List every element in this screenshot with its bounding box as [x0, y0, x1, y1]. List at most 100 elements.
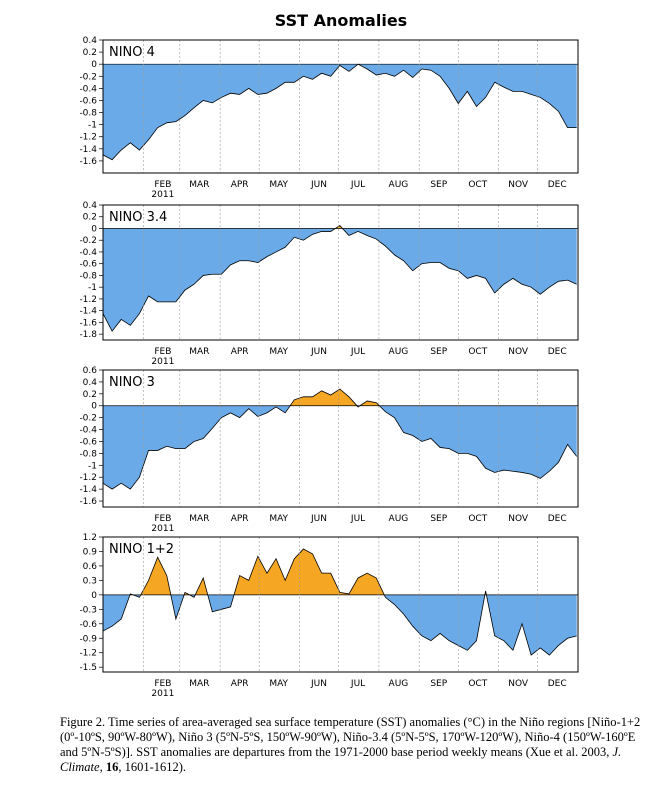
negative-anomaly-area — [103, 64, 577, 160]
month-tick-label: APR — [231, 514, 249, 524]
anomaly-series-line — [103, 63, 577, 161]
month-tick-label: MAR — [189, 679, 209, 689]
y-tick-label: 1.2 — [83, 533, 97, 543]
month-tick-label: JUL — [350, 514, 365, 524]
y-tick-label: -0.8 — [79, 449, 97, 459]
month-tick-label: APR — [231, 180, 249, 190]
year-tick-label: 2011 — [151, 190, 174, 200]
y-tick-label: 0.9 — [83, 547, 98, 557]
y-tick-label: -1 — [88, 283, 97, 293]
month-tick-label: NOV — [508, 180, 529, 190]
y-tick-label: -0.6 — [79, 96, 97, 106]
anomaly-series-line — [103, 548, 577, 656]
month-tick-label: JUN — [310, 514, 327, 524]
month-tick-label: APR — [231, 679, 249, 689]
y-tick-label: -0.9 — [79, 634, 97, 644]
month-tick-label: AUG — [389, 347, 409, 357]
month-tick-label: DEC — [548, 180, 567, 190]
month-tick-label: OCT — [468, 180, 487, 190]
y-tick-label: -0.8 — [79, 109, 97, 119]
month-tick-label: SEP — [430, 679, 447, 689]
y-tick-label: 0 — [91, 224, 97, 234]
anomaly-series-line — [103, 388, 578, 490]
y-tick-label: -1.8 — [79, 330, 97, 340]
month-tick-label: SEP — [430, 347, 447, 357]
month-tick-label: NOV — [508, 679, 529, 689]
negative-anomaly-area — [103, 594, 577, 656]
y-tick-label: 0.2 — [83, 48, 97, 58]
month-tick-label: NOV — [508, 347, 529, 357]
month-tick-label: OCT — [468, 514, 487, 524]
y-tick-label: -0.6 — [79, 260, 97, 270]
y-tick-label: -0.2 — [79, 414, 97, 424]
y-tick-label: -0.8 — [79, 271, 97, 281]
region-label: NINO 4 — [109, 45, 155, 60]
y-tick-label: -1 — [88, 121, 97, 131]
caption-journal: J. Climate — [60, 745, 622, 774]
y-tick-label: -1 — [88, 461, 97, 471]
plot-frame — [102, 369, 579, 508]
y-tick-label: -1.6 — [79, 318, 97, 328]
y-tick-label: -1.4 — [79, 485, 97, 495]
y-tick-label: 0.6 — [83, 562, 98, 572]
year-tick-label: 2011 — [151, 357, 174, 367]
year-tick-label: 2011 — [151, 524, 174, 534]
y-tick-label: 0.4 — [83, 378, 98, 388]
y-tick-label: -1.2 — [79, 473, 97, 483]
y-tick-label: -0.6 — [79, 620, 97, 630]
y-tick-label: 0.6 — [83, 366, 98, 376]
y-tick-label: -1.4 — [79, 145, 97, 155]
y-tick-label: 0 — [91, 402, 97, 412]
month-tick-label: NOV — [508, 514, 529, 524]
month-tick-label: SEP — [430, 180, 447, 190]
month-tick-label: MAR — [189, 180, 209, 190]
month-tick-label: MAY — [269, 514, 288, 524]
y-tick-label: -0.2 — [79, 72, 97, 82]
month-tick-label: SEP — [430, 514, 447, 524]
y-tick-label: 0.2 — [83, 213, 97, 223]
anomaly-series-line — [103, 225, 577, 332]
month-tick-label: JUL — [350, 347, 365, 357]
caption-pages: , 1601-1612). — [118, 760, 187, 774]
y-tick-label: -0.4 — [79, 84, 97, 94]
caption-text: Figure 2. Time series of area-averaged s… — [60, 715, 641, 759]
month-tick-label: DEC — [548, 514, 567, 524]
month-tick-label: MAY — [269, 347, 288, 357]
y-tick-label: 0.3 — [83, 576, 97, 586]
y-tick-label: -1.2 — [79, 133, 97, 143]
month-tick-label: FEB — [154, 347, 171, 357]
month-tick-label: FEB — [154, 180, 171, 190]
y-tick-label: -0.6 — [79, 437, 97, 447]
month-tick-label: MAY — [269, 180, 288, 190]
month-tick-label: DEC — [548, 679, 567, 689]
y-tick-label: -1.2 — [79, 649, 97, 659]
y-tick-label: -1.4 — [79, 307, 97, 317]
y-tick-label: -1.6 — [79, 497, 97, 507]
y-tick-label: 0 — [91, 60, 97, 70]
plot-frame — [102, 39, 579, 174]
region-label: NINO 1+2 — [109, 542, 174, 557]
caption-volume: 16 — [105, 760, 119, 774]
month-tick-label: JUN — [310, 347, 327, 357]
y-tick-label: 0.4 — [83, 201, 98, 211]
month-tick-label: AUG — [389, 180, 409, 190]
positive-anomaly-area — [103, 225, 577, 229]
month-tick-label: MAR — [189, 514, 209, 524]
plot-frame — [102, 536, 579, 673]
y-tick-label: -0.4 — [79, 248, 97, 258]
figure-title: SST Anomalies — [275, 11, 407, 30]
month-tick-label: FEB — [154, 514, 171, 524]
y-tick-label: -0.2 — [79, 236, 97, 246]
caption-separator: , — [99, 760, 106, 774]
month-tick-label: JUN — [310, 180, 327, 190]
month-tick-label: FEB — [154, 679, 171, 689]
month-tick-label: APR — [231, 347, 249, 357]
month-tick-label: MAR — [189, 347, 209, 357]
month-tick-label: JUL — [350, 679, 365, 689]
month-tick-label: DEC — [548, 347, 567, 357]
y-tick-label: -1.6 — [79, 157, 97, 167]
